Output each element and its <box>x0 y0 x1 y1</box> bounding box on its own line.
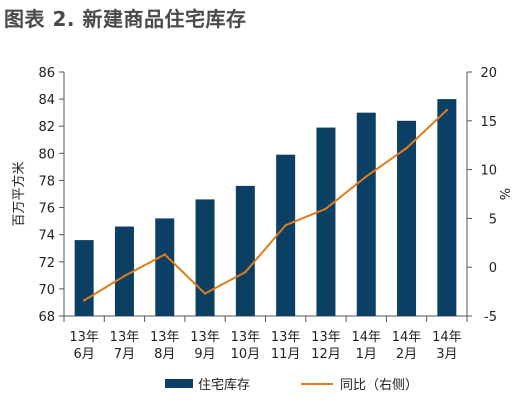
legend-swatch-bar <box>165 379 193 388</box>
x-tick-label-year: 13年 <box>110 330 140 345</box>
bar <box>114 226 134 316</box>
y-tick-label-left: 70 <box>38 283 55 298</box>
line-point <box>405 146 408 150</box>
x-tick-label-year: 14年 <box>432 330 462 345</box>
y-axis-label-left: 百万平方米 <box>11 161 27 226</box>
legend-label-bar: 住宅库存 <box>198 377 250 393</box>
y-tick-label-left: 74 <box>38 229 55 244</box>
y-tick-label-left: 82 <box>38 120 55 135</box>
y-tick-label-left: 84 <box>38 93 55 108</box>
y-tick-label-left: 86 <box>38 66 55 81</box>
line-point <box>445 108 449 112</box>
x-tick-label-month: 6月 <box>74 347 95 362</box>
x-tick-label-year: 13年 <box>271 330 301 345</box>
y-tick-label-right: 0 <box>489 261 497 276</box>
x-tick-label-year: 13年 <box>190 330 220 345</box>
bar <box>155 218 175 316</box>
y-tick-label-right: 15 <box>480 115 497 130</box>
bar <box>195 199 215 316</box>
line-point <box>244 270 247 274</box>
x-tick-label-month: 12月 <box>311 347 341 362</box>
bar <box>276 154 296 316</box>
y-tick-label-left: 76 <box>38 202 55 217</box>
y-axis-label-right: % <box>499 188 514 200</box>
y-tick-label-right: 10 <box>480 164 497 179</box>
x-tick-label-month: 10月 <box>231 347 261 362</box>
bar <box>437 99 457 316</box>
line-point <box>82 299 86 302</box>
bar <box>316 127 336 316</box>
x-tick-label-month: 11月 <box>271 347 301 362</box>
line-point <box>163 253 166 256</box>
x-tick-label-month: 2月 <box>396 347 417 362</box>
line-series <box>83 109 448 302</box>
x-tick-label-month: 8月 <box>154 347 175 362</box>
y-tick-label-left: 80 <box>38 147 55 162</box>
x-tick-label-year: 13年 <box>69 330 99 345</box>
x-tick-label-year: 13年 <box>231 330 261 345</box>
legend-label-line: 同比（右侧） <box>340 378 418 393</box>
x-tick-label-year: 14年 <box>351 330 381 345</box>
y-tick-label-right: 5 <box>489 212 497 227</box>
y-tick-label-left: 78 <box>38 174 55 189</box>
x-tick-label-year: 14年 <box>392 330 422 345</box>
y-tick-label-right: 20 <box>480 66 497 81</box>
bar <box>235 185 255 316</box>
y-tick-label-left: 72 <box>38 256 55 271</box>
bar <box>356 112 376 317</box>
y-tick-label-left: 68 <box>38 310 55 325</box>
line-point <box>123 274 126 278</box>
chart-title: 图表 2. 新建商品住宅库存 <box>4 7 247 31</box>
x-tick-label-month: 1月 <box>356 347 377 362</box>
line-point <box>365 175 368 178</box>
line-point <box>203 292 207 295</box>
x-tick-label-month: 3月 <box>436 347 457 362</box>
x-tick-label-year: 13年 <box>150 330 180 345</box>
y-tick-label-right: -5 <box>484 310 497 325</box>
bar <box>397 120 417 316</box>
line-point <box>324 207 328 210</box>
x-tick-label-month: 7月 <box>114 347 135 362</box>
line-point <box>284 224 287 227</box>
x-tick-label-year: 13年 <box>311 330 341 345</box>
x-tick-label-month: 9月 <box>194 347 215 362</box>
bar <box>74 240 94 316</box>
